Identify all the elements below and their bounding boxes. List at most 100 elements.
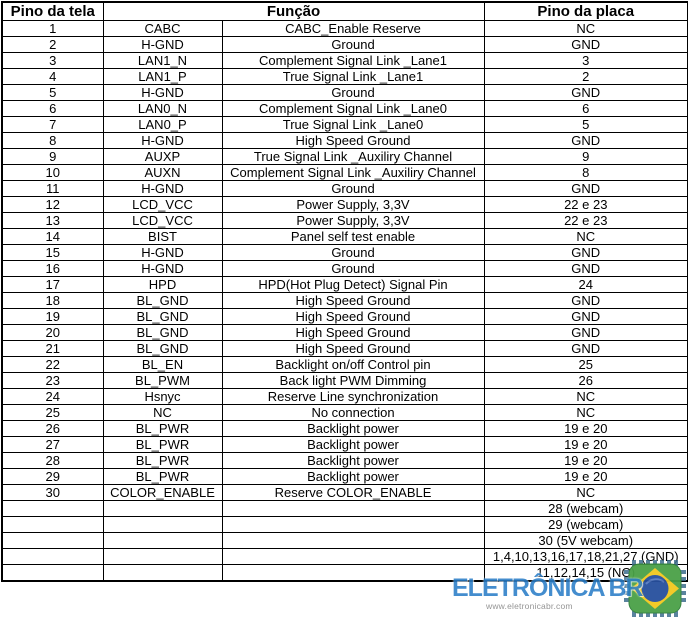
cell-sinal: LCD_VCC: [102, 196, 223, 213]
table-row: 11,12,14,15 (NC): [1, 564, 688, 582]
cell-pino-tela: 14: [1, 228, 104, 245]
table-row: 22 BL_EN Backlight on/off Control pin 25: [1, 356, 688, 373]
table-row: 28 (webcam): [1, 500, 688, 517]
cell-pino-tela: 22: [1, 356, 104, 373]
cell-sinal: BL_EN: [102, 356, 223, 373]
cell-funcao: True Signal Link _Lane1: [221, 68, 485, 85]
cell-pino-placa: GND: [483, 180, 688, 197]
cell-pino-placa: GND: [483, 132, 688, 149]
cell-pino-tela: 9: [1, 148, 104, 165]
cell-pino-placa: 19 e 20: [483, 468, 688, 485]
header-funcao: Função: [102, 1, 485, 21]
cell-funcao: Ground: [221, 260, 485, 277]
cell-sinal: H-GND: [102, 180, 223, 197]
cell-funcao: [221, 532, 485, 549]
cell-sinal: H-GND: [102, 244, 223, 261]
cell-funcao: Ground: [221, 36, 485, 53]
cell-pino-tela: [1, 532, 104, 549]
cell-funcao: Backlight on/off Control pin: [221, 356, 485, 373]
table-header-row: Pino da tela Função Pino da placa: [1, 1, 688, 21]
cell-pino-placa: 9: [483, 148, 688, 165]
cell-sinal: Hsnyc: [102, 388, 223, 405]
cell-sinal: COLOR_ENABLE: [102, 484, 223, 501]
cell-sinal: LAN1_P: [102, 68, 223, 85]
cell-funcao: High Speed Ground: [221, 292, 485, 309]
cell-pino-tela: 7: [1, 116, 104, 133]
cell-pino-tela: [1, 516, 104, 533]
cell-funcao: Ground: [221, 244, 485, 261]
table-row: 10 AUXN Complement Signal Link _Auxiliry C…: [1, 164, 688, 181]
cell-pino-tela: 21: [1, 340, 104, 357]
table-row: 3 LAN1_N Complement Signal Link _Lane1 3: [1, 52, 688, 69]
cell-pino-placa: 6: [483, 100, 688, 117]
cell-pino-tela: 12: [1, 196, 104, 213]
cell-pino-tela: 17: [1, 276, 104, 293]
cell-funcao: Ground: [221, 180, 485, 197]
cell-sinal: BL_PWR: [102, 420, 223, 437]
cell-pino-tela: 26: [1, 420, 104, 437]
cell-pino-placa: 22 e 23: [483, 212, 688, 229]
cell-pino-tela: 27: [1, 436, 104, 453]
cell-pino-placa: NC: [483, 388, 688, 405]
cell-funcao: No connection: [221, 404, 485, 421]
cell-sinal: [102, 564, 223, 582]
watermark-url: www.eletronicabr.com: [486, 601, 573, 611]
table-row: 17 HPD HPD(Hot Plug Detect) Signal Pin 24: [1, 276, 688, 293]
cell-sinal: CABC: [102, 20, 223, 37]
cell-pino-placa: GND: [483, 244, 688, 261]
cell-pino-tela: [1, 548, 104, 565]
cell-sinal: HPD: [102, 276, 223, 293]
cell-sinal: [102, 500, 223, 517]
table-row: 12 LCD_VCC Power Supply, 3,3V 22 e 23: [1, 196, 688, 213]
cell-pino-tela: 1: [1, 20, 104, 37]
cell-sinal: BL_PWR: [102, 436, 223, 453]
cell-pino-placa: 2: [483, 68, 688, 85]
cell-sinal: H-GND: [102, 36, 223, 53]
table-row: 9 AUXP True Signal Link _Auxiliry Channel 9: [1, 148, 688, 165]
cell-sinal: BL_PWM: [102, 372, 223, 389]
cell-sinal: BL_PWR: [102, 468, 223, 485]
cell-pino-placa: 5: [483, 116, 688, 133]
cell-pino-tela: 15: [1, 244, 104, 261]
cell-sinal: AUXN: [102, 164, 223, 181]
cell-funcao: Power Supply, 3,3V: [221, 212, 485, 229]
table-row: 19 BL_GND High Speed Ground GND: [1, 308, 688, 325]
table-row: 27 BL_PWR Backlight power 19 e 20: [1, 436, 688, 453]
table-row: 20 BL_GND High Speed Ground GND: [1, 324, 688, 341]
cell-sinal: [102, 548, 223, 565]
cell-funcao: High Speed Ground: [221, 132, 485, 149]
cell-pino-placa: GND: [483, 260, 688, 277]
cell-pino-tela: 10: [1, 164, 104, 181]
cell-pino-tela: 8: [1, 132, 104, 149]
cell-pino-placa: 29 (webcam): [483, 516, 688, 533]
cell-pino-placa: NC: [483, 484, 688, 501]
cell-sinal: BL_GND: [102, 324, 223, 341]
cell-sinal: BL_PWR: [102, 452, 223, 469]
cell-pino-placa: 22 e 23: [483, 196, 688, 213]
cell-pino-tela: 11: [1, 180, 104, 197]
cell-pino-placa: 19 e 20: [483, 436, 688, 453]
table-row: 18 BL_GND High Speed Ground GND: [1, 292, 688, 309]
cell-funcao: High Speed Ground: [221, 308, 485, 325]
table-row: 29 BL_PWR Backlight power 19 e 20: [1, 468, 688, 485]
cell-pino-placa: 3: [483, 52, 688, 69]
cell-sinal: LAN0_N: [102, 100, 223, 117]
cell-pino-tela: 23: [1, 372, 104, 389]
cell-pino-tela: 16: [1, 260, 104, 277]
cell-funcao: CABC_Enable Reserve: [221, 20, 485, 37]
cell-pino-placa: GND: [483, 292, 688, 309]
cell-funcao: Backlight power: [221, 420, 485, 437]
cell-funcao: Complement Signal Link _Lane1: [221, 52, 485, 69]
header-pino-tela: Pino da tela: [1, 1, 104, 21]
cell-pino-tela: 19: [1, 308, 104, 325]
cell-pino-tela: 4: [1, 68, 104, 85]
cell-pino-placa: 1,4,10,13,16,17,18,21,27 (GND): [483, 548, 688, 565]
table-row: 5 H-GND Ground GND: [1, 84, 688, 101]
table-row: 28 BL_PWR Backlight power 19 e 20: [1, 452, 688, 469]
table-row: 14 BIST Panel self test enable NC: [1, 228, 688, 245]
table-row: 1 CABC CABC_Enable Reserve NC: [1, 20, 688, 37]
cell-funcao: Complement Signal Link _Lane0: [221, 100, 485, 117]
cell-pino-tela: [1, 564, 104, 582]
cell-funcao: High Speed Ground: [221, 340, 485, 357]
